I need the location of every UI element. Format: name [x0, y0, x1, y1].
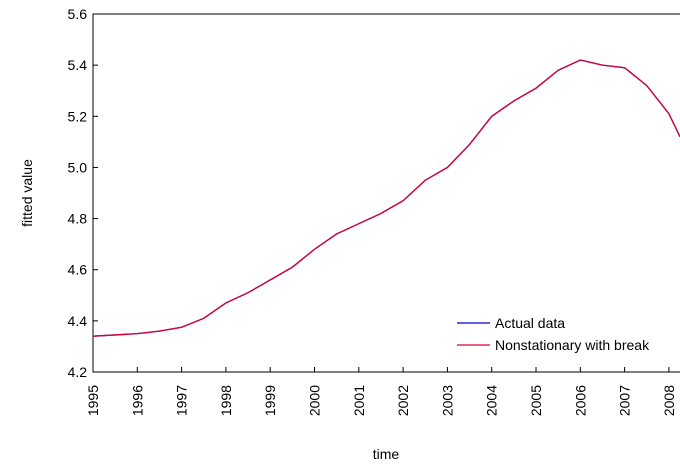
y-axis-label: fitted value [19, 159, 35, 227]
y-tick-label: 5.0 [68, 159, 88, 175]
x-tick-label: 1996 [129, 385, 145, 416]
x-tick-label: 2000 [307, 385, 323, 416]
x-tick-label: 2008 [661, 385, 677, 416]
y-tick-label: 4.6 [68, 262, 88, 278]
x-tick-label: 1995 [85, 385, 101, 416]
x-axis-label: time [373, 446, 400, 462]
x-tick-label: 2004 [484, 385, 500, 416]
y-tick-label: 4.8 [68, 211, 88, 227]
x-tick-label: 2006 [572, 385, 588, 416]
series-line [92, 59, 680, 337]
y-tick-label: 5.6 [68, 6, 88, 22]
x-tick-label: 1998 [218, 385, 234, 416]
legend-label: Nonstationary with break [495, 337, 650, 353]
series-line [92, 59, 680, 337]
legend-label: Actual data [495, 315, 565, 331]
x-tick-label: 2003 [439, 385, 455, 416]
x-tick-label: 1997 [174, 385, 190, 416]
x-tick-label: 2002 [395, 385, 411, 416]
x-tick-label: 2001 [351, 385, 367, 416]
x-tick-label: 2007 [617, 385, 633, 416]
y-tick-label: 4.2 [68, 364, 88, 380]
y-tick-label: 5.2 [68, 108, 88, 124]
y-tick-label: 5.4 [68, 57, 88, 73]
x-tick-label: 1999 [262, 385, 278, 416]
y-tick-label: 4.4 [68, 313, 88, 329]
axis-frame [92, 13, 680, 373]
x-tick-label: 2005 [528, 385, 544, 416]
